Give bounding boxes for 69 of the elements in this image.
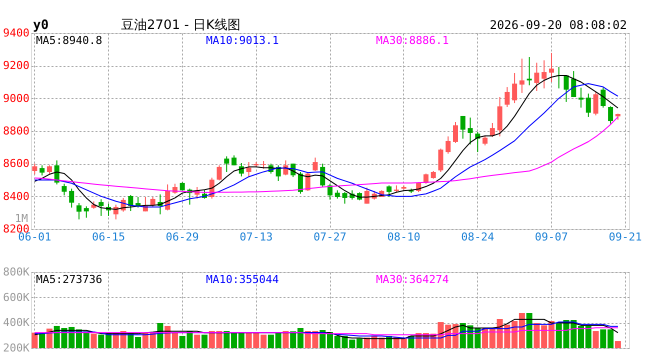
candlestick (578, 87, 584, 108)
x-tick-label: 07-27 (313, 230, 347, 244)
candlestick (438, 148, 444, 172)
candlestick (305, 172, 310, 192)
candlestick (512, 72, 518, 104)
y-tick-label: 800K (3, 266, 30, 278)
candlestick (298, 171, 303, 194)
candlestick (600, 87, 606, 108)
candlestick (608, 106, 614, 124)
candlestick (246, 162, 252, 177)
candlestick (468, 117, 473, 145)
candlestick (40, 164, 45, 176)
y-tick-label: 9200 (3, 59, 30, 72)
candlestick (548, 52, 554, 82)
candlestick (98, 198, 104, 216)
candlestick (216, 164, 222, 181)
y-tick-label: 8800 (3, 124, 30, 138)
text: MA5:8940.8 (36, 34, 102, 47)
x-tick-label: 07-13 (240, 230, 273, 244)
candlestick (312, 157, 318, 172)
x-tick-label: 09-21 (608, 230, 642, 244)
candlestick (84, 206, 89, 218)
candlestick (593, 91, 598, 116)
candlestick (76, 202, 82, 220)
text: MA30:8886.1 (376, 34, 449, 47)
candlestick (526, 56, 532, 86)
y-tick-label: 8400 (3, 190, 30, 203)
candlestick (534, 62, 540, 92)
line-series (34, 327, 618, 336)
x-tick-label: 06-29 (166, 230, 199, 244)
y-tick-label: 9400 (3, 26, 30, 40)
text: 1M (14, 212, 28, 225)
x-tick-label: 06-15 (92, 230, 126, 244)
text: MA30:364274 (376, 273, 450, 286)
chart-title: 豆油2701 - 日K线图 (121, 18, 241, 33)
x-tick-label: 08-10 (387, 230, 420, 244)
y-tick-label: 200K (3, 342, 30, 354)
candlestick (386, 184, 392, 198)
candlestick (446, 136, 451, 154)
candlestick (232, 154, 237, 166)
candlestick (542, 60, 547, 89)
text: MA10:9013.1 (206, 34, 279, 47)
text: 2026-09-20 08:08:02 (490, 18, 627, 32)
candlestick (342, 192, 348, 204)
candlestick (150, 196, 156, 208)
candlestick (69, 188, 74, 208)
candlestick (224, 156, 230, 172)
candlestick (519, 58, 524, 94)
text: y0 (33, 18, 49, 33)
candlestick (504, 86, 510, 108)
candlestick (586, 93, 591, 118)
y-tick-label: 400K (3, 316, 30, 330)
x-tick-label: 08-24 (461, 230, 495, 244)
candlestick (490, 122, 495, 138)
candlestick (328, 183, 332, 200)
candlestick (482, 134, 488, 146)
text: MA5:273736 (36, 273, 102, 286)
candlestick (32, 163, 38, 175)
y-tick-label: 9000 (3, 92, 30, 105)
x-tick-label: 09-07 (534, 230, 568, 244)
y-tick-label: 600K (3, 290, 30, 304)
candlestick (364, 187, 370, 204)
y-tick-label: 8600 (3, 157, 30, 170)
candlestick (460, 115, 466, 140)
candlestick (62, 183, 67, 196)
candlestick (564, 74, 569, 102)
text: MA10:355044 (206, 273, 280, 286)
candlestick (128, 194, 134, 212)
candlestick (453, 122, 458, 144)
